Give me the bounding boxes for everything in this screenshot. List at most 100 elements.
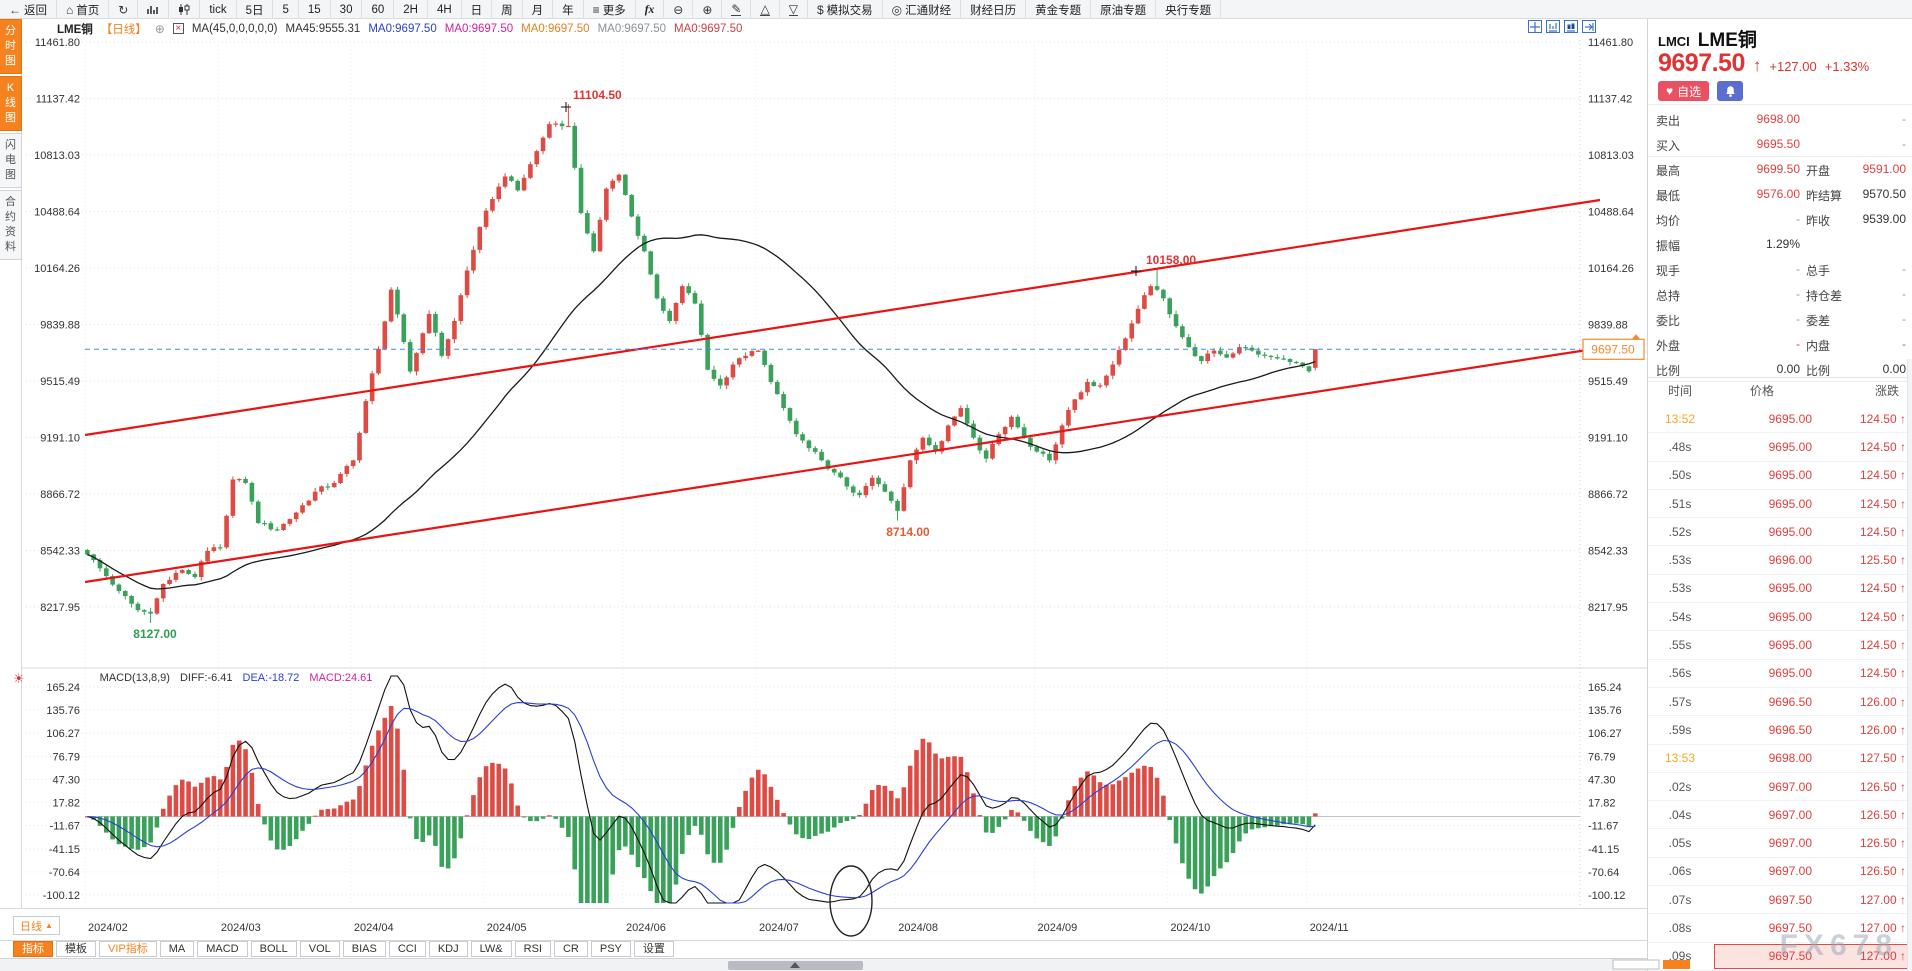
toolbar-refresh[interactable]: ↻ bbox=[109, 0, 139, 19]
toolbar-triangle-up-tool[interactable]: △ bbox=[751, 0, 780, 19]
trade-row[interactable]: .48s 9695.00 124.50 ↑ bbox=[1648, 433, 1912, 462]
trade-row[interactable]: .59s 9696.50 126.00 ↑ bbox=[1648, 716, 1912, 745]
trade-row[interactable]: .09s 9697.50 127.00 ↑ bbox=[1648, 943, 1912, 971]
trade-row[interactable]: .07s 9697.50 127.00 ↑ bbox=[1648, 886, 1912, 915]
toolbar-draw-tool[interactable]: ✎ bbox=[722, 0, 752, 19]
toolbar-period-5d[interactable]: 5日 bbox=[237, 0, 274, 19]
date-axis-band: 日线 ▲ bbox=[0, 908, 1647, 941]
add-overlay-icon[interactable]: ⊕ bbox=[154, 21, 165, 36]
quote-label: 现手 bbox=[1656, 264, 1681, 278]
sim-trading-label: 模拟交易 bbox=[826, 4, 873, 17]
toolbar-kline-chart[interactable] bbox=[169, 0, 201, 19]
toolbar-period-15[interactable]: 15 bbox=[299, 0, 331, 19]
trade-time: .55s bbox=[1668, 638, 1692, 653]
toolbar-period-day[interactable]: 日 bbox=[462, 0, 493, 19]
trade-row[interactable]: 13:53 9698.00 127.50 ↑ bbox=[1648, 745, 1912, 773]
indicator-tab-VOL[interactable]: VOL bbox=[299, 941, 340, 957]
trade-row[interactable]: .57s 9696.50 126.00 ↑ bbox=[1648, 688, 1912, 717]
indicator-tab-指标[interactable]: 指标 bbox=[13, 941, 53, 957]
trade-row[interactable]: 13:52 9695.00 124.50 ↑ bbox=[1648, 405, 1912, 434]
scroll-right-icon[interactable] bbox=[1582, 20, 1596, 33]
period-selector-button[interactable]: 日线 ▲ bbox=[13, 916, 60, 935]
toolbar-gold-topic[interactable]: 黄金专题 bbox=[1026, 0, 1092, 19]
trade-time: .48s bbox=[1668, 439, 1692, 454]
fit-vertical-icon[interactable] bbox=[1546, 20, 1560, 33]
trade-row[interactable]: .05s 9697.00 126.50 ↑ bbox=[1648, 829, 1912, 858]
toolbar-more[interactable]: ≡ 更多 bbox=[584, 0, 636, 19]
toolbar-period-4h[interactable]: 4H bbox=[428, 0, 462, 19]
trade-row[interactable]: .50s 9695.00 124.50 ↑ bbox=[1648, 462, 1912, 490]
trade-row[interactable]: .53s 9696.00 125.50 ↑ bbox=[1648, 546, 1912, 575]
horizontal-scrollbar[interactable] bbox=[728, 961, 863, 970]
last-price: 9697.50 bbox=[1658, 49, 1745, 77]
svg-text:10488.64: 10488.64 bbox=[34, 207, 80, 219]
ma-checkbox-icon[interactable]: × bbox=[172, 23, 184, 34]
quote-label: 总持 bbox=[1656, 289, 1681, 303]
toolbar-period-year[interactable]: 年 bbox=[553, 0, 584, 19]
trade-row[interactable]: .54s 9695.00 124.50 ↑ bbox=[1648, 603, 1912, 632]
indicator-tab-VIP指标[interactable]: VIP指标 bbox=[99, 941, 157, 957]
trade-row[interactable]: .53s 9695.00 124.50 ↑ bbox=[1648, 575, 1912, 604]
svg-text:135.76: 135.76 bbox=[46, 705, 80, 717]
svg-text:-11.67: -11.67 bbox=[1588, 821, 1618, 833]
toolbar-back[interactable]: ← 返回 bbox=[0, 0, 57, 19]
trade-row[interactable]: .55s 9695.00 124.50 ↑ bbox=[1648, 631, 1912, 660]
toolbar-formula[interactable]: fx bbox=[636, 0, 665, 19]
toolbar-oil-topic[interactable]: 原油专题 bbox=[1091, 0, 1157, 19]
indicator-settings-icon[interactable]: ☀ bbox=[13, 670, 25, 686]
trade-row[interactable]: .08s 9697.50 127.00 ↑ bbox=[1648, 914, 1912, 943]
toolbar-period-2h[interactable]: 2H bbox=[394, 0, 428, 19]
fit-horizontal-icon[interactable] bbox=[1564, 20, 1578, 33]
toolbar-zoom-in[interactable]: ⊕ bbox=[693, 0, 723, 19]
toolbar-period-30[interactable]: 30 bbox=[331, 0, 363, 19]
alert-bell-button[interactable] bbox=[1717, 81, 1744, 101]
trades-col-price: 价格 bbox=[1749, 384, 1774, 398]
toolbar-sim-trading[interactable]: $ 模拟交易 bbox=[808, 0, 883, 19]
quote-row-总持: 总持 - 持仓差 - bbox=[1648, 282, 1912, 307]
indicator-tab-BIAS[interactable]: BIAS bbox=[342, 941, 386, 957]
indicator-tab-BOLL[interactable]: BOLL bbox=[250, 941, 297, 957]
indicator-tab-模板[interactable]: 模板 bbox=[56, 941, 96, 957]
toolbar-period-month[interactable]: 月 bbox=[523, 0, 554, 19]
trade-row[interactable]: .04s 9697.00 126.50 ↑ bbox=[1648, 801, 1912, 830]
trade-row[interactable]: .51s 9695.00 124.50 ↑ bbox=[1648, 490, 1912, 519]
pan-icon[interactable] bbox=[1528, 20, 1542, 33]
toolbar-tick[interactable]: tick bbox=[200, 0, 237, 19]
indicator-tab-PSY[interactable]: PSY bbox=[590, 941, 631, 957]
indicator-tab-RSI[interactable]: RSI bbox=[514, 941, 551, 957]
indicator-tab-MACD[interactable]: MACD bbox=[197, 941, 248, 957]
trade-row[interactable]: .56s 9695.00 124.50 ↑ bbox=[1648, 660, 1912, 688]
sidebar-tab-合约资料[interactable]: 合约资料 bbox=[0, 190, 22, 260]
sidebar-tab-分时图[interactable]: 分时图 bbox=[0, 19, 22, 74]
toolbar-triangle-down-tool[interactable]: ▽ bbox=[780, 0, 808, 19]
sidebar-tab-闪电图[interactable]: 闪电图 bbox=[0, 133, 22, 188]
trade-row[interactable]: .52s 9695.00 124.50 ↑ bbox=[1648, 518, 1912, 547]
trade-row[interactable]: .06s 9697.00 126.50 ↑ bbox=[1648, 858, 1912, 887]
toolbar-fx678-news[interactable]: ◎ 汇通财经 bbox=[883, 0, 962, 19]
toolbar-econ-calendar[interactable]: 财经日历 bbox=[961, 0, 1027, 19]
toolbar-zoom-out[interactable]: ⊖ bbox=[664, 0, 694, 19]
toolbar-central-bank-topic[interactable]: 央行专题 bbox=[1156, 0, 1222, 19]
indicator-tab-设置[interactable]: 设置 bbox=[633, 941, 674, 957]
panel-scrollbar[interactable] bbox=[1907, 359, 1912, 971]
period-2h-label: 2H bbox=[403, 3, 418, 16]
trade-price: 9698.00 bbox=[1768, 751, 1812, 766]
toolbar-period-week[interactable]: 周 bbox=[492, 0, 523, 19]
indicator-tab-KDJ[interactable]: KDJ bbox=[428, 941, 468, 957]
toolbar-period-60[interactable]: 60 bbox=[362, 0, 395, 19]
indicator-tab-CR[interactable]: CR bbox=[553, 941, 588, 957]
quote-value: - bbox=[1902, 112, 1906, 126]
up-arrow-icon: ↑ bbox=[1752, 56, 1762, 75]
indicator-tab-MA[interactable]: MA bbox=[159, 941, 195, 957]
trades-table[interactable]: 13:52 9695.00 124.50 ↑ .48s 9695.00 124.50 ↑.… bbox=[1648, 405, 1912, 971]
toolbar-home[interactable]: ⌂ 首页 bbox=[57, 0, 110, 19]
toolbar-period-5[interactable]: 5 bbox=[273, 0, 299, 19]
indicator-tab-LW&[interactable]: LW& bbox=[470, 941, 512, 957]
trade-row[interactable]: .02s 9697.00 126.50 ↑ bbox=[1648, 773, 1912, 802]
toolbar-timeshare-chart[interactable] bbox=[138, 0, 170, 19]
add-favorite-button[interactable]: ♥ 自选 bbox=[1658, 81, 1710, 101]
up-arrow-icon: ↑ bbox=[1900, 864, 1906, 879]
indicator-tab-CCI[interactable]: CCI bbox=[388, 941, 426, 957]
